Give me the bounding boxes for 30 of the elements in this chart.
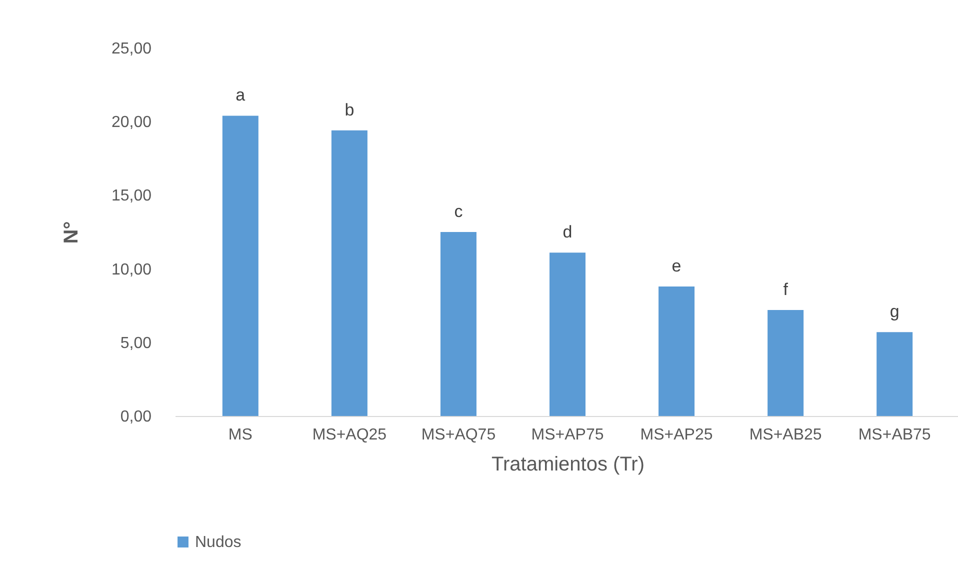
x-tick-label: MS+AB25 xyxy=(749,426,822,444)
x-axis-title: Tratamientos (Tr) xyxy=(492,454,644,476)
bar xyxy=(550,252,586,416)
annotation: g xyxy=(890,302,900,322)
bar xyxy=(876,332,913,416)
y-tick-label: 15,00 xyxy=(111,188,152,205)
annotation: d xyxy=(562,222,572,242)
y-tick-label: 10,00 xyxy=(111,261,152,278)
annotation: c xyxy=(454,202,464,221)
annotation: e xyxy=(672,256,682,276)
x-tick-label: MS+AB75 xyxy=(858,426,931,444)
x-tick-label: MS xyxy=(228,426,252,444)
bar xyxy=(331,130,368,416)
annotation: b xyxy=(344,100,354,120)
x-tick-label: MS+AP75 xyxy=(531,426,604,444)
bar xyxy=(768,310,804,416)
bar xyxy=(222,116,258,416)
y-tick-label: 0,00 xyxy=(120,408,152,426)
legend-label: Nudos xyxy=(195,534,242,551)
bar xyxy=(440,232,476,416)
y-tick-label: 25,00 xyxy=(111,40,152,58)
bar xyxy=(658,286,695,416)
x-tick-label: MS+AQ75 xyxy=(421,426,496,444)
x-tick-label: MS+AQ25 xyxy=(312,426,387,444)
x-tick-label: MS+AP25 xyxy=(640,426,713,444)
y-tick-label: 5,00 xyxy=(120,334,152,352)
y-axis-title: N° xyxy=(60,221,82,244)
annotation: f xyxy=(783,280,788,300)
y-tick-label: 20,00 xyxy=(111,114,152,132)
annotation: a xyxy=(236,86,246,105)
